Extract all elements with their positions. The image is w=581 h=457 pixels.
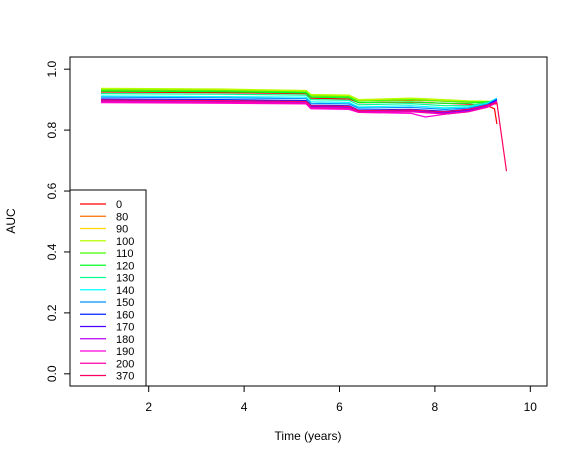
legend-label: 130 bbox=[116, 273, 134, 285]
legend-label: 140 bbox=[116, 285, 134, 297]
legend-label: 120 bbox=[116, 260, 134, 272]
x-tick-label: 4 bbox=[241, 400, 248, 414]
y-tick-label: 0.0 bbox=[45, 365, 59, 382]
series-line-370 bbox=[100, 99, 508, 172]
series-line-110 bbox=[100, 89, 497, 103]
legend: 0809010011012013014015016017018019020037… bbox=[69, 189, 147, 387]
legend-label: 100 bbox=[116, 236, 134, 248]
legend-label: 80 bbox=[116, 211, 128, 223]
x-axis: 2 4 6 8 10 bbox=[145, 386, 537, 414]
legend-label: 110 bbox=[116, 248, 134, 260]
legend-label: 190 bbox=[116, 346, 134, 358]
legend-label: 160 bbox=[116, 309, 134, 321]
y-tick-label: 0.6 bbox=[45, 182, 59, 199]
y-tick-label: 0.2 bbox=[45, 304, 59, 321]
series-line-120 bbox=[100, 90, 497, 104]
x-tick-label: 10 bbox=[524, 400, 538, 414]
series-line-140 bbox=[100, 95, 498, 109]
x-tick-label: 8 bbox=[432, 400, 439, 414]
y-tick-label: 0.8 bbox=[45, 121, 59, 138]
x-tick-label: 6 bbox=[336, 400, 343, 414]
legend-box bbox=[69, 189, 147, 387]
y-axis-title: AUC bbox=[4, 208, 18, 234]
series-line-130 bbox=[100, 93, 498, 107]
x-axis-title: Time (years) bbox=[275, 429, 342, 443]
series-line-100 bbox=[100, 87, 497, 103]
x-tick-label: 2 bbox=[145, 400, 152, 414]
y-axis: 0.0 0.2 0.4 0.6 0.8 1.0 bbox=[45, 61, 70, 382]
legend-label: 200 bbox=[116, 358, 134, 370]
legend-label: 90 bbox=[116, 224, 128, 236]
series-lines bbox=[100, 87, 508, 172]
legend-label: 370 bbox=[116, 371, 134, 383]
legend-label: 180 bbox=[116, 334, 134, 346]
legend-label: 170 bbox=[116, 322, 134, 334]
y-tick-label: 0.4 bbox=[45, 243, 59, 260]
y-tick-label: 1.0 bbox=[45, 61, 59, 78]
series-line-150 bbox=[100, 96, 498, 111]
series-line-200 bbox=[100, 101, 498, 115]
legend-label: 0 bbox=[116, 199, 122, 211]
legend-label: 150 bbox=[116, 297, 134, 309]
